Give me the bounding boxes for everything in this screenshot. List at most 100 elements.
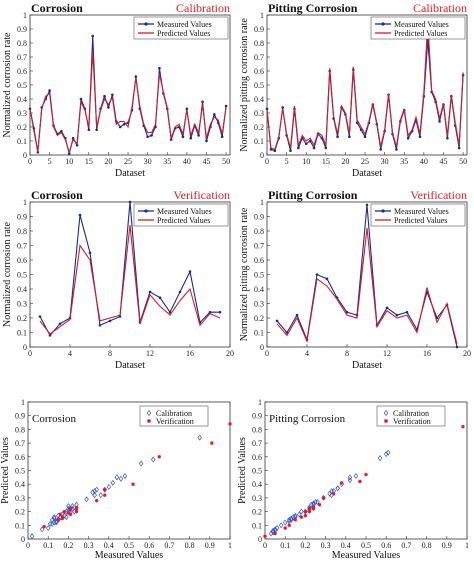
x-tick-label: 0.2 [63,541,73,550]
legend-label: Predicted Values [157,29,210,38]
x-tick-label: 45 [439,157,447,166]
verification-point [331,491,336,496]
calibration-point [274,525,280,532]
measured-point [224,104,228,108]
x-tick-label: 20 [341,157,349,166]
calibration-point [50,516,55,523]
y-tick-label: 0.8 [15,425,25,434]
verification-point [62,509,67,514]
x-tick-label: 0.6 [381,541,391,550]
y-tick-label: 0 [23,151,27,160]
verification-point [210,441,214,445]
y-tick-label: 0.6 [252,453,262,462]
calibration-point [282,519,288,526]
measured-point [363,135,367,139]
y-tick-label: 0.4 [254,95,264,104]
legend-label: Verification [393,417,431,426]
measured-point [457,146,461,150]
chart-5: 0 0.1 0.2 0.3 0.4 0.5 0.6 0.7 0.8 0.9 1 0 0.1 0.2 0.3 0… [0,398,232,561]
x-tick-label: 0.1 [280,541,290,550]
chart-title: Corrosion [31,188,83,202]
x-tick-label: 0.2 [300,541,310,550]
measured-point [438,120,441,123]
x-tick-label: 20 [463,349,471,358]
series-line-predicted [266,21,464,151]
chart-tag: Calibration [176,1,230,15]
y-tick-label: 0.1 [254,137,264,146]
measured-point [345,310,349,314]
measured-point [79,97,83,101]
x-tick-label: 15 [85,157,93,166]
x-tick-label: 0.4 [104,541,114,550]
y-tick-label: 0.6 [15,453,25,462]
x-tick-label: 10 [302,157,310,166]
measured-point [395,148,398,151]
calibration-point [92,488,97,495]
x-tick-label: 0 [265,349,269,358]
legend-label: Measured Values [394,20,449,29]
verification-point [293,518,298,522]
verification-point [66,511,71,515]
legend-label: Predicted Values [394,216,447,225]
chart-tag: Verification [410,188,467,202]
x-tick-label: 0.1 [43,541,53,550]
y-tick-label: 0.9 [15,412,25,421]
legend-marker [144,22,148,26]
y-tick-label: 0.9 [254,25,264,34]
verification-point [102,487,107,492]
y-tick-label: 0.2 [254,123,264,132]
verification-point [317,502,322,507]
x-tick-label: 0.7 [164,541,174,550]
y-tick-label: 0.7 [17,53,27,62]
chart-title: Corrosion [32,413,77,425]
chart-tag: Verification [173,188,230,202]
y-tick-label: 0.5 [17,81,27,90]
legend-box [376,405,446,427]
y-tick-label: 1 [23,198,27,207]
verification-point [287,523,292,528]
calibration-point [62,512,67,519]
measured-point [87,128,91,132]
measured-point [395,313,399,317]
y-tick-label: 0 [23,343,27,352]
x-tick-label: 0.5 [124,541,134,550]
chart-3: 0 4 8 12 16 20 0 0.1 0.2 0.3 0.4 0.5 0.6 0.7 0.8 0.9 1 Da… [2,188,234,371]
x-axis-label: Dataset [115,168,145,179]
chart-title: Pitting Corrosion [268,1,358,15]
calibration-point [39,526,45,533]
verification-point [364,472,368,477]
y-tick-label: 0.2 [252,508,262,517]
calibration-point [289,515,294,522]
x-tick-label: 8 [108,349,112,358]
verification-point [74,507,79,511]
x-tick-label: 0 [28,157,32,166]
y-tick-label: 0.4 [15,480,25,489]
chart-title: Corrosion [31,1,83,15]
y-tick-label: 1 [258,398,262,407]
calibration-point [299,508,304,515]
measured-point [122,122,126,126]
measured-point [213,113,216,116]
x-tick-label: 5 [48,157,52,166]
x-tick-label: 0.4 [341,541,351,550]
measured-point [98,323,102,327]
y-axis-label: Normalized corrosion rate [2,221,13,327]
verification-point [60,515,65,519]
y-axis-label: Predicted Values [0,437,11,504]
legend-box [370,203,466,227]
calibration-point [268,530,274,537]
measured-point [201,100,204,104]
x-tick-label: 0.6 [144,541,154,550]
y-tick-label: 0.2 [254,314,264,323]
measured-point [220,135,224,139]
legend-marker-calibration [146,410,152,416]
measured-point [289,149,292,153]
y-tick-label: 0.3 [252,494,262,503]
x-tick-label: 45 [202,157,210,166]
y-tick-label: 0.8 [254,39,264,48]
measured-point [325,277,329,281]
